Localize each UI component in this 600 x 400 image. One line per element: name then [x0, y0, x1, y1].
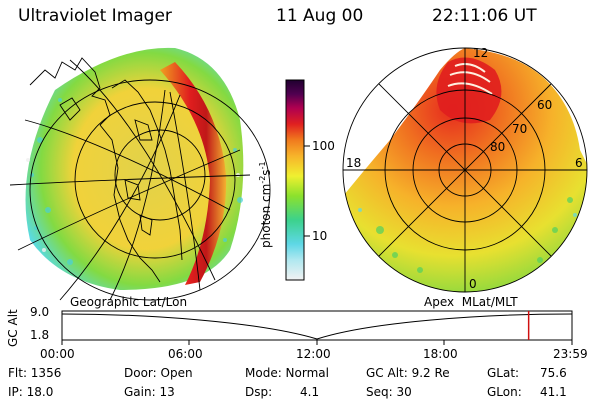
flight-number: Flt: 1356: [8, 366, 62, 380]
dsp-value: 4.1: [300, 385, 320, 399]
altitude-plot: [61, 310, 573, 345]
mode-value: Mode: Normal: [245, 366, 329, 380]
colorbar-tick-10: 10: [312, 229, 328, 243]
glat-value: 75.6: [540, 366, 567, 380]
colorbar: [285, 79, 310, 281]
glon-value: 41.1: [540, 385, 567, 399]
altitude-xtick: 23:59: [553, 347, 588, 361]
observation-time: 22:11:06 UT: [432, 6, 537, 26]
altitude-ytick-bottom: 1.8: [30, 328, 50, 342]
glat-label: GLat:: [487, 366, 520, 380]
altitude-xtick: 12:00: [296, 347, 331, 361]
polar-image: [342, 47, 588, 293]
mlt-label-6: 6: [575, 156, 583, 170]
geographic-caption: Geographic Lat/Lon: [70, 295, 188, 309]
mlat-label-80: 80: [490, 140, 506, 154]
dsp-label: Dsp:: [245, 385, 273, 399]
apex-caption: Apex MLat/MLT: [424, 295, 518, 309]
mlat-label-70: 70: [512, 122, 528, 136]
instrument-title: Ultraviolet Imager: [18, 6, 172, 26]
gain-value: Gain: 13: [124, 385, 175, 399]
mlat-label-60: 60: [537, 98, 553, 112]
glon-label: GLon:: [487, 385, 522, 399]
altitude-xtick: 00:00: [40, 347, 75, 361]
ip-value: IP: 18.0: [8, 385, 54, 399]
altitude-ytick-top: 9.0: [30, 305, 50, 319]
mlt-label-18: 18: [346, 156, 362, 170]
gc-altitude: GC Alt: 9.2 Re: [366, 366, 450, 380]
mlt-label-0: 0: [469, 277, 477, 291]
door-status: Door: Open: [124, 366, 193, 380]
geographic-image: [9, 47, 271, 301]
altitude-ylabel: GC Alt: [6, 309, 20, 347]
altitude-xtick: 18:00: [423, 347, 458, 361]
colorbar-unit-label: photon cm-2s-1: [258, 161, 273, 248]
sequence-number: Seq: 30: [366, 385, 412, 399]
mlt-label-12: 12: [473, 46, 489, 60]
altitude-xtick: 06:00: [168, 347, 203, 361]
observation-date: 11 Aug 00: [276, 6, 364, 26]
colorbar-tick-100: 100: [312, 139, 335, 153]
